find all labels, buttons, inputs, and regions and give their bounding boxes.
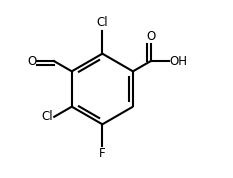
Text: Cl: Cl bbox=[41, 110, 53, 123]
Text: O: O bbox=[27, 55, 36, 68]
Text: O: O bbox=[146, 30, 155, 43]
Text: Cl: Cl bbox=[96, 16, 108, 29]
Text: OH: OH bbox=[170, 55, 188, 68]
Text: F: F bbox=[99, 147, 106, 160]
